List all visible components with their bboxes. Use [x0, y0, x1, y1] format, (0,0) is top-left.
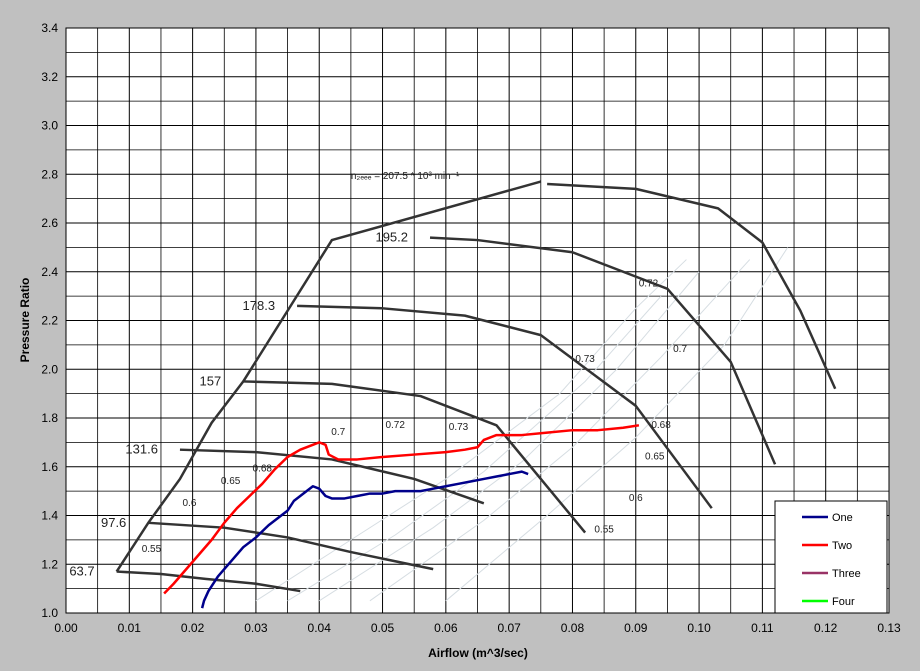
efficiency-label: 0.7: [331, 427, 345, 438]
y-tick-label: 1.4: [41, 509, 58, 523]
speed-line-label: 97.6: [101, 515, 126, 530]
x-axis-title: Airflow (m^3/sec): [428, 646, 528, 660]
y-tick-label: 2.8: [41, 167, 58, 181]
series-line-one: [200, 470, 529, 609]
legend: One Two Three Four: [774, 500, 888, 614]
efficiency-contour-faint: [445, 247, 789, 602]
x-tick-label: 0.09: [624, 621, 648, 635]
grid: [65, 27, 890, 614]
efficiency-label: 0.7: [673, 344, 687, 355]
speed-line: [429, 236, 777, 465]
x-tick-label: 0.01: [118, 621, 142, 635]
compressor-map: 63.7 97.6 131.6 157 178.3 195.2 n₂ₑₑₑ = 207.5 …: [69, 171, 837, 602]
legend-box: [774, 500, 888, 614]
efficiency-label: 0.73: [449, 422, 469, 433]
efficiency-contour-faint: [318, 271, 700, 602]
x-tick-label: 0.11: [751, 621, 774, 635]
efficiency-label: 0.72: [639, 278, 659, 289]
x-tick-label: 0.00: [54, 621, 78, 635]
y-tick-label: 2.6: [41, 216, 58, 230]
y-axis-title: Pressure Ratio: [18, 278, 32, 363]
y-tick-label: 3.4: [41, 21, 58, 35]
series-line-two: [163, 424, 640, 595]
plot-border: [65, 27, 890, 614]
x-tick-label: 0.02: [181, 621, 205, 635]
x-tick-label: 0.06: [434, 621, 458, 635]
efficiency-label: 0.68: [651, 420, 671, 431]
x-tick-label: 0.12: [814, 621, 838, 635]
speed-title-label: n₂ₑₑₑ = 207.5 * 10³ min⁻¹: [351, 171, 460, 182]
y-tick-label: 2.4: [41, 265, 58, 279]
efficiency-label: 0.55: [142, 544, 162, 555]
x-tick-label: 0.13: [877, 621, 901, 635]
x-tick-label: 0.05: [371, 621, 395, 635]
speed-line-label: 63.7: [69, 564, 94, 579]
speed-line: [547, 182, 837, 390]
legend-label-four: Four: [832, 596, 855, 608]
series-group: [163, 424, 640, 609]
speed-line: [148, 521, 434, 571]
efficiency-label: 0.72: [385, 420, 405, 431]
x-tick-label: 0.03: [244, 621, 268, 635]
x-tick-label: 0.10: [687, 621, 711, 635]
speed-line: [243, 380, 587, 534]
efficiency-contour-faint: [369, 259, 751, 602]
efficiency-label: 0.68: [253, 464, 273, 475]
y-tick-label: 1.2: [41, 557, 58, 571]
y-tick-label: 1.6: [41, 460, 58, 474]
x-tick-label: 0.08: [561, 621, 585, 635]
efficiency-label: 0.55: [594, 525, 614, 536]
speed-line-label: 157: [200, 373, 222, 388]
y-tick-label: 1.8: [41, 411, 58, 425]
axes: 0.00 0.01 0.02 0.03 0.04 0.05 0.06 0.07 0.08 0.09…: [41, 21, 901, 635]
efficiency-contour-faint: [287, 295, 662, 602]
legend-label-one: One: [832, 512, 853, 524]
speed-line-label: 178.3: [243, 298, 276, 313]
x-tick-label: 0.07: [497, 621, 521, 635]
x-tick-label: 0.04: [308, 621, 332, 635]
efficiency-label: 0.73: [575, 354, 595, 365]
efficiency-label: 0.6: [629, 493, 643, 504]
efficiency-label: 0.65: [645, 451, 665, 462]
y-tick-label: 3.0: [41, 119, 58, 133]
y-tick-label: 2.0: [41, 362, 58, 376]
y-tick-label: 3.2: [41, 70, 58, 84]
y-tick-label: 1.0: [41, 606, 58, 620]
legend-label-three: Three: [832, 568, 861, 580]
speed-line-label: 131.6: [125, 442, 158, 457]
speed-line-label: 195.2: [375, 230, 408, 245]
y-tick-label: 2.2: [41, 314, 58, 328]
speed-line: [116, 570, 301, 593]
efficiency-label: 0.65: [221, 476, 241, 487]
speed-line: [297, 304, 713, 509]
efficiency-label: 0.6: [182, 498, 196, 509]
legend-label-two: Two: [832, 540, 852, 552]
